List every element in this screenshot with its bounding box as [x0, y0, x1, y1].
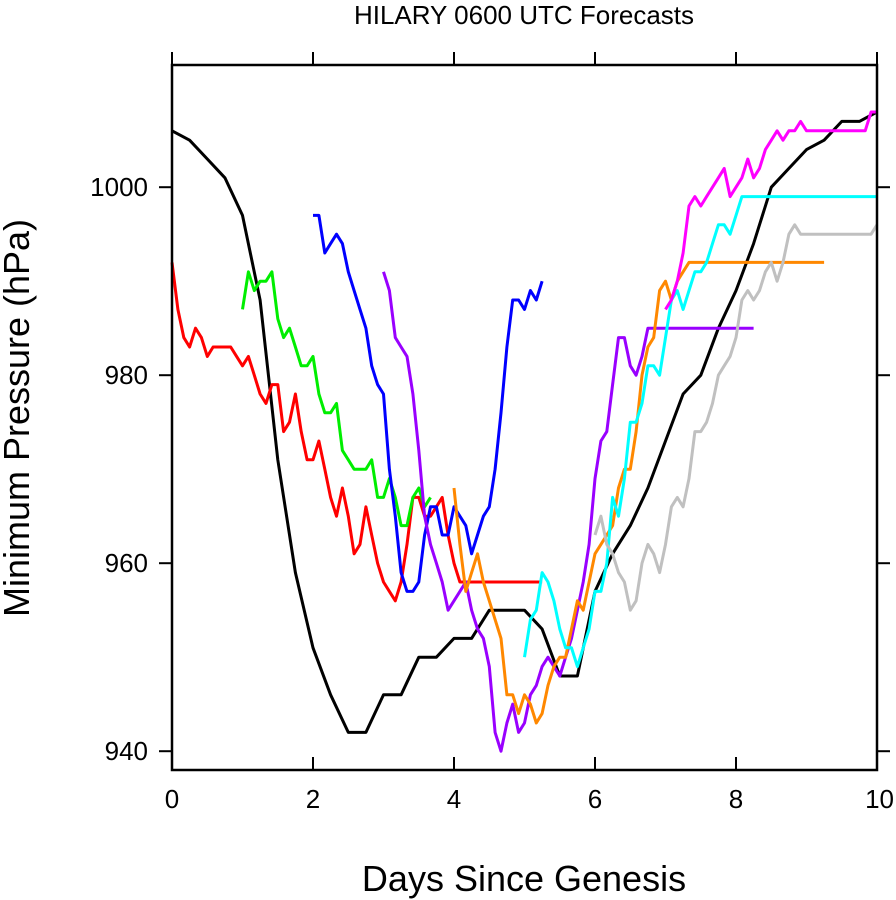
- x-tick-label-4: 8: [729, 784, 743, 814]
- y-tick-label-1: 960: [105, 548, 148, 578]
- series-line-5: [452, 260, 825, 725]
- series-line-1: [170, 262, 543, 603]
- y-tick-label-3: 1000: [90, 172, 148, 202]
- series-line-3: [313, 213, 544, 593]
- y-tick-label-0: 940: [105, 736, 148, 766]
- plot-lines: [170, 110, 879, 753]
- y-tick-label-2: 980: [105, 360, 148, 390]
- series-line-8: [664, 110, 877, 311]
- plot-frame: [170, 63, 879, 772]
- x-tick-label-5: 10: [865, 784, 894, 814]
- y-axis-title: Minimum Pressure (hPa): [0, 219, 37, 617]
- axis-ticks: 0 2 4 6 8 10 940 960 980 1000: [90, 52, 894, 814]
- x-tick-label-0: 0: [165, 784, 179, 814]
- x-axis-title: Days Since Genesis: [362, 858, 686, 899]
- x-tick-label-1: 2: [306, 784, 320, 814]
- x-tick-label-3: 6: [588, 784, 602, 814]
- x-tick-label-2: 4: [447, 784, 461, 814]
- series-line-4: [382, 271, 754, 753]
- chart-title: HILARY 0600 UTC Forecasts: [354, 0, 694, 30]
- series-line-2: [241, 270, 432, 528]
- series-line-7: [593, 223, 879, 612]
- series-line-0: [171, 110, 878, 734]
- series-line-6: [523, 195, 877, 669]
